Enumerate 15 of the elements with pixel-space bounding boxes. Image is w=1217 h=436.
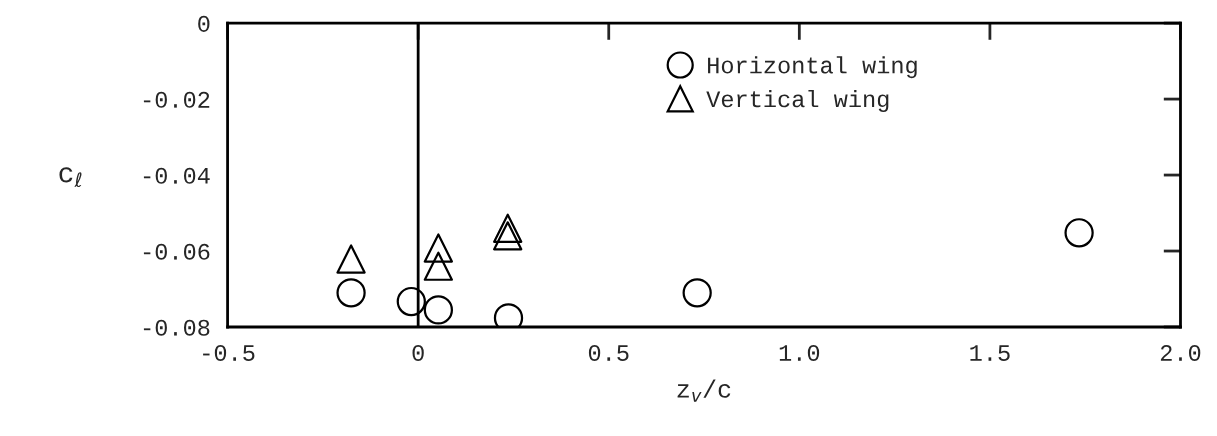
x-tick-label: 0.5 [588,344,629,362]
y-axis-title: c$_{ℓ}$ [59,167,82,188]
x-tick-label: 0 [412,344,424,362]
legend-label: Horizontal wing [708,56,917,79]
y-tick-label: -0.06 [143,243,210,260]
x-tick-label: 1.0 [779,344,820,362]
y-tick-label: -0.02 [143,91,210,108]
x-axis-title: z$_{v}$/c [677,379,731,402]
x-tick-label: 2.0 [1160,344,1201,362]
y-tick-label: 0 [198,15,210,32]
y-tick-label: -0.04 [143,167,210,184]
x-tick-label: 1.5 [970,345,1010,362]
x-tick-label: -0.5 [203,344,255,362]
legend-label: Vertical wing [706,89,889,112]
y-tick-label: -0.08 [143,319,210,336]
